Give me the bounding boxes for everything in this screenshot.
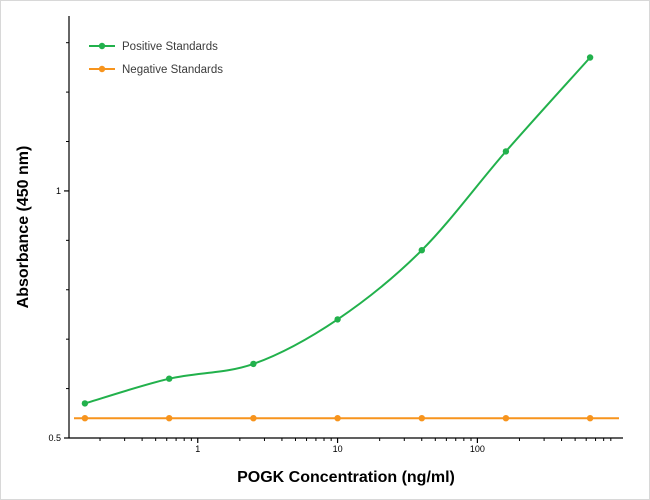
x-tick-label: 1 (195, 444, 200, 454)
x-tick-label: 100 (470, 444, 485, 454)
x-axis-title: POGK Concentration (ng/ml) (237, 469, 455, 486)
positive-standards-data-point (166, 375, 173, 382)
legend-item-positive-standards: Positive Standards (89, 41, 218, 53)
negative-standards-data-point (166, 415, 173, 422)
legend-label: Negative Standards (122, 64, 223, 76)
negative-standards-data-point (334, 415, 341, 422)
axes-group: 1 10 100 0.5 1 (48, 16, 623, 454)
legend-label: Positive Standards (122, 41, 218, 53)
y-axis-title: Absorbance (450 nm) (15, 146, 32, 309)
legend: Positive Standards Negative Standards (89, 41, 223, 76)
y-tick-label: 0.5 (48, 433, 61, 443)
positive-standards-curve (83, 56, 592, 405)
y-tick-label: 1 (56, 186, 61, 196)
positive-standards-data-point (250, 360, 257, 368)
positive-standards-data-point (81, 400, 89, 407)
legend-marker (98, 42, 106, 50)
x-tick-label: 10 (333, 444, 343, 454)
legend-item-negative-standards: Negative Standards (89, 64, 223, 76)
negative-standards-data-point (586, 415, 594, 422)
negative-standards-data-point (502, 415, 510, 422)
positive-standards-data-point (418, 247, 425, 254)
positive-standards-data-point (502, 148, 510, 155)
positive-standards-data-point (334, 316, 341, 323)
negative-standards-data-point (418, 415, 425, 422)
negative-standards-data-point (250, 415, 257, 422)
series-group (74, 54, 619, 422)
legend-marker (98, 65, 106, 73)
negative-standards-data-point (81, 415, 89, 422)
positive-standards-data-point (586, 54, 594, 61)
